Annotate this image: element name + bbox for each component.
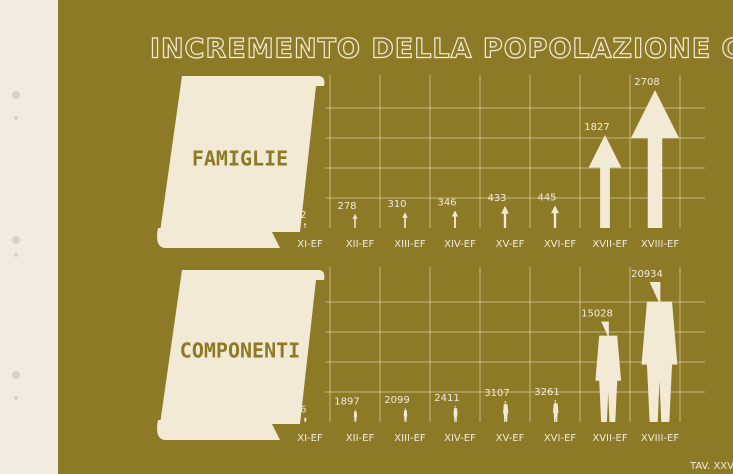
value-label: 445 xyxy=(537,192,556,203)
figure-icon xyxy=(304,417,307,422)
figure-icon xyxy=(595,321,622,422)
value-label: 102 xyxy=(287,210,306,221)
arrow-icon xyxy=(501,205,509,228)
x-tick-label: XVII-EF xyxy=(592,239,628,250)
value-label: 3107 xyxy=(484,388,509,399)
x-tick-label: XV-EF xyxy=(496,239,525,250)
chart-title: FAMIGLIE xyxy=(192,147,288,171)
holes xyxy=(12,91,20,400)
x-tick-label: XV-EF xyxy=(496,433,525,444)
arrow-icon xyxy=(551,205,559,228)
x-tick-label: XVI-EF xyxy=(544,433,577,444)
arrow-icon xyxy=(402,212,408,228)
figure-icon xyxy=(552,400,559,422)
footer: TAV. XXV xyxy=(689,461,733,472)
x-tick-label: XIII-EF xyxy=(394,433,426,444)
value-label: 20934 xyxy=(631,269,663,280)
arrow-icon xyxy=(352,213,358,228)
page-title: INCREMENTO DELLA POPOLAZIONE CONTADINA xyxy=(150,34,733,65)
arrow-icon xyxy=(588,134,622,228)
x-tick-label: XII-EF xyxy=(346,239,375,250)
figure-icon xyxy=(403,407,408,422)
x-tick-label: XI-EF xyxy=(297,433,323,444)
figure-icon xyxy=(503,401,509,422)
value-label: 346 xyxy=(437,197,456,208)
value-label: 2708 xyxy=(634,77,659,88)
x-tick-label: XI-EF xyxy=(297,239,323,250)
figure-icon xyxy=(453,405,458,422)
arrow-icon xyxy=(630,90,680,228)
x-tick-label: XIII-EF xyxy=(394,239,426,250)
x-tick-label: XVIII-EF xyxy=(641,433,679,444)
value-label: 2099 xyxy=(384,395,409,406)
x-tick-label: XII-EF xyxy=(346,433,375,444)
value-label: 310 xyxy=(387,199,406,210)
value-label: 2411 xyxy=(434,393,459,404)
figure-icon xyxy=(641,282,678,422)
arrow-icon xyxy=(303,222,307,228)
x-tick-label: XVI-EF xyxy=(544,239,577,250)
value-label: 1897 xyxy=(334,396,359,407)
scrolls xyxy=(157,76,325,440)
arrow-icon xyxy=(451,210,459,228)
margin-strip xyxy=(0,0,58,474)
chart-title: COMPONENTI xyxy=(180,339,300,363)
value-label: 3261 xyxy=(534,387,559,398)
figure-icon xyxy=(353,409,358,423)
x-tick-label: XIV-EF xyxy=(444,239,476,250)
value-label: 1827 xyxy=(584,122,609,133)
value-label: 433 xyxy=(487,193,506,204)
x-tick-label: XIV-EF xyxy=(444,433,476,444)
value-label: 278 xyxy=(337,201,356,212)
x-tick-label: XVIII-EF xyxy=(641,239,679,250)
x-tick-label: XVII-EF xyxy=(592,433,628,444)
value-label: 15028 xyxy=(581,308,613,319)
value-label: 696 xyxy=(287,404,306,415)
